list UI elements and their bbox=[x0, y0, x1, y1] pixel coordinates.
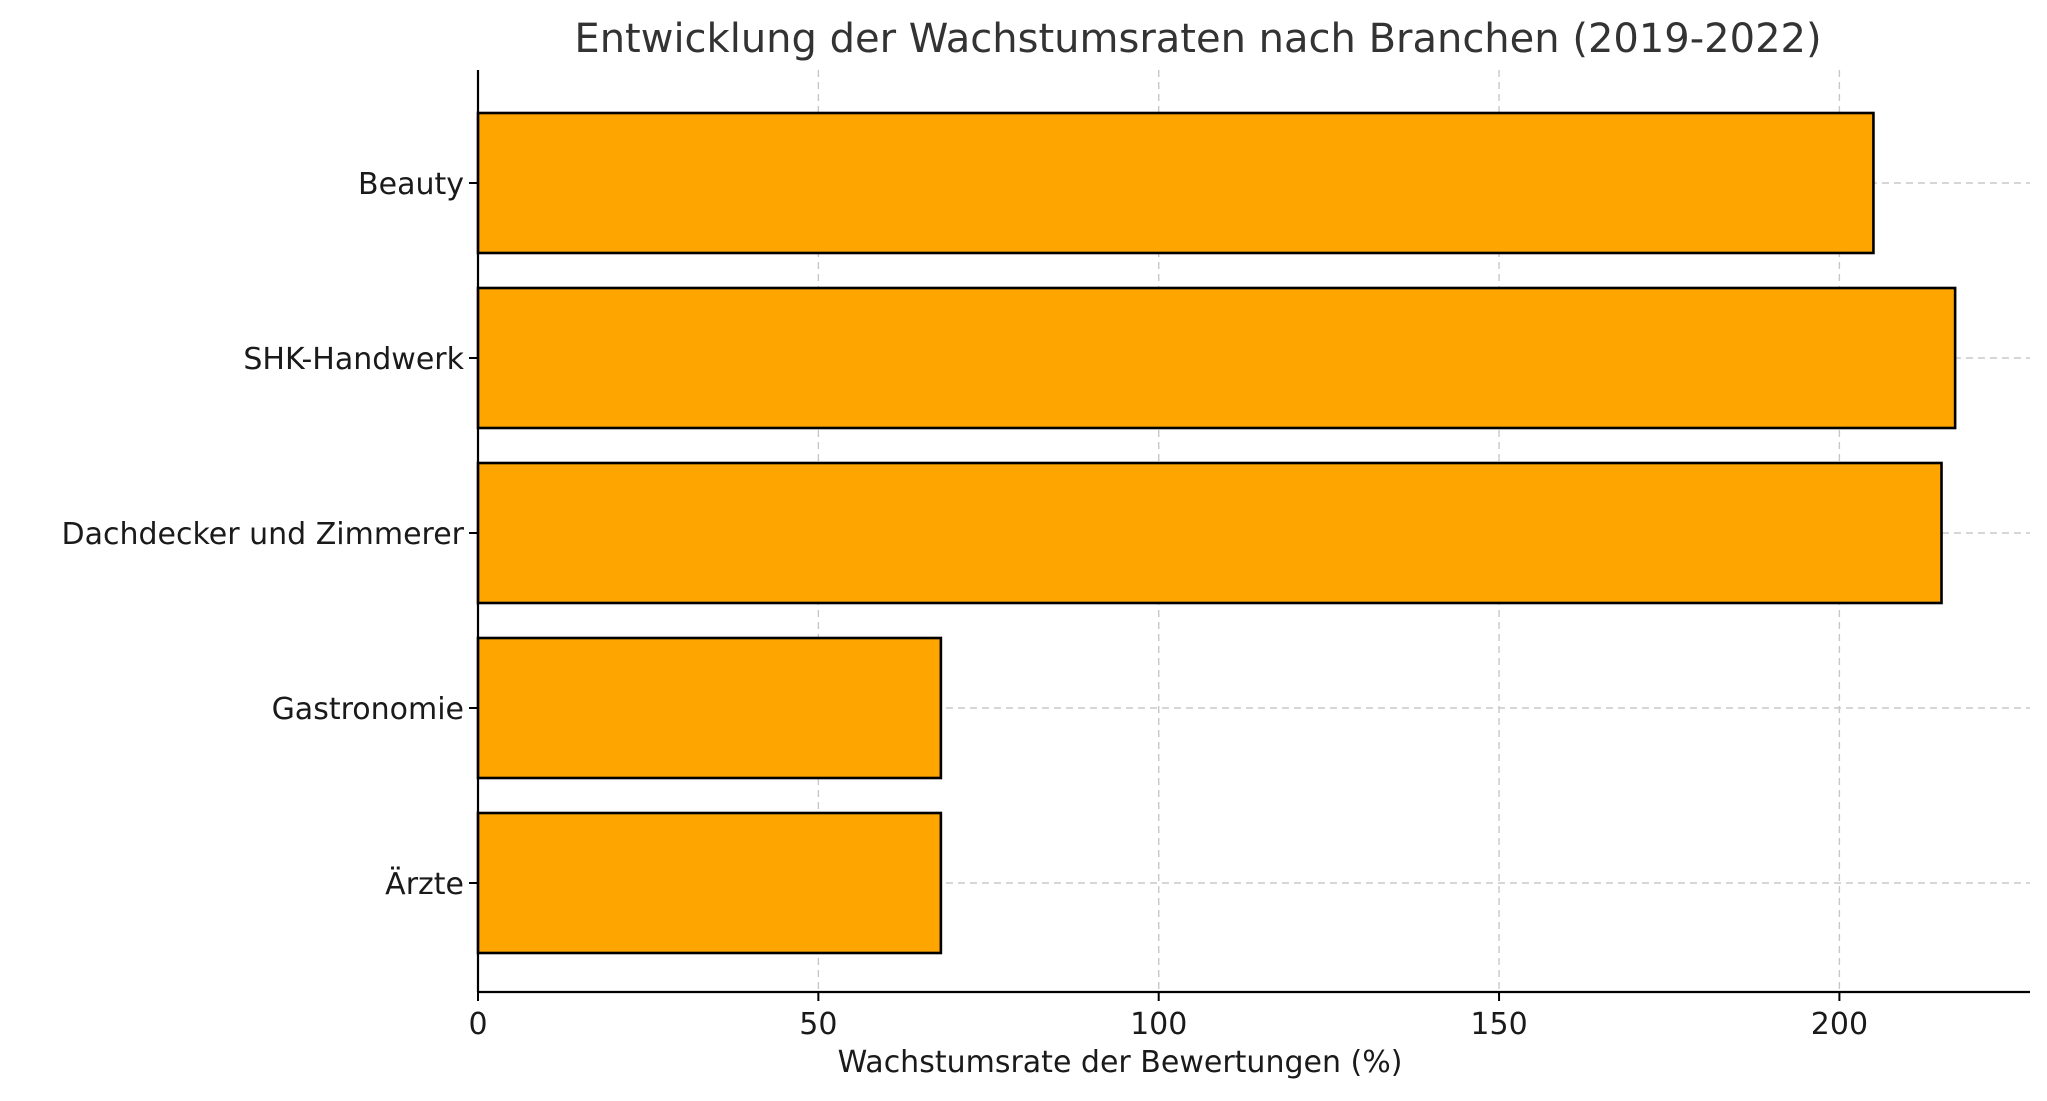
bar-gastronomie bbox=[476, 636, 943, 780]
bar-beauty bbox=[476, 111, 1875, 255]
x-tick-label: 150 bbox=[1470, 1007, 1527, 1042]
x-axis-label: Wachstumsrate der Bewertungen (%) bbox=[838, 1045, 1403, 1080]
x-ticks: 0 50 100 150 200 bbox=[468, 992, 1868, 1042]
x-tick-label: 100 bbox=[1130, 1007, 1187, 1042]
y-ticks: Beauty SHK-Handwerk Dachdecker und Zimmere… bbox=[62, 167, 478, 902]
x-tick-label: 200 bbox=[1811, 1007, 1868, 1042]
bar-shk-handwerk bbox=[476, 286, 1957, 430]
axis-layer bbox=[476, 70, 2030, 994]
y-tick-label: SHK-Handwerk bbox=[243, 342, 464, 377]
y-tick-label: Dachdecker und Zimmerer bbox=[62, 517, 465, 552]
y-tick-label: Beauty bbox=[358, 167, 464, 202]
bar-dachdecker-und-zimmerer bbox=[476, 461, 1943, 605]
y-tick-label: Gastronomie bbox=[272, 692, 464, 727]
bar-ärzte bbox=[476, 811, 943, 955]
x-tick-label: 0 bbox=[468, 1007, 487, 1042]
x-tick-label: 50 bbox=[799, 1007, 837, 1042]
bar-layer bbox=[476, 111, 1957, 955]
y-tick-label: Ärzte bbox=[385, 866, 464, 902]
chart-title: Entwicklung der Wachstumsraten nach Bran… bbox=[574, 16, 1821, 62]
